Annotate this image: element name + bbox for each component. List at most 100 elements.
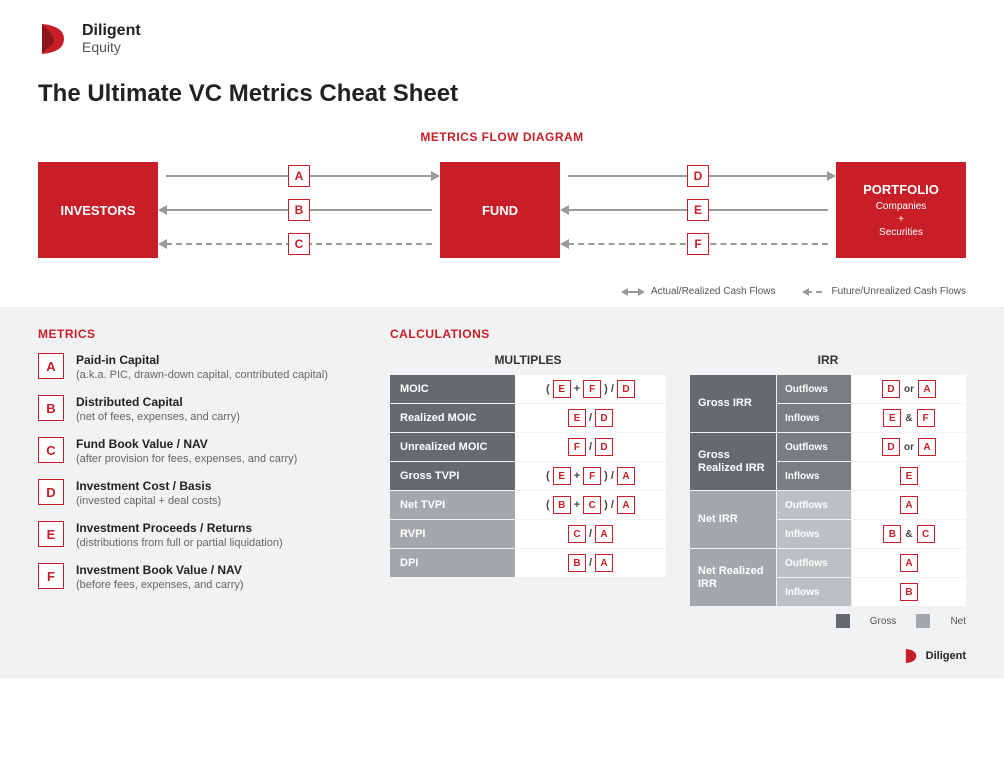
calc-legend: Gross Net	[690, 614, 966, 628]
formula-badge: B	[553, 496, 571, 514]
brand-name: Diligent	[82, 23, 141, 40]
multiples-formula: C/A	[515, 520, 666, 548]
legend-net: Net	[950, 616, 966, 627]
metric-sub: (net of fees, expenses, and carry)	[76, 411, 240, 423]
formula-badge: F	[568, 438, 586, 456]
irr-formula: E	[852, 462, 966, 490]
formula-badge: A	[918, 438, 936, 456]
multiples-label: Unrealized MOIC	[390, 433, 515, 461]
formula-badge: A	[595, 554, 613, 572]
calculations-heading: CALCULATIONS	[390, 327, 966, 341]
portfolio-title: PORTFOLIO	[863, 182, 939, 197]
multiples-title: MULTIPLES	[390, 353, 666, 367]
flow-arrow-badge: B	[288, 199, 310, 221]
multiples-row: Net TVPI(B+C) /A	[390, 491, 666, 519]
multiples-formula: E/D	[515, 404, 666, 432]
metric-title: Investment Book Value / NAV	[76, 563, 244, 577]
multiples-row: Unrealized MOICF/D	[390, 433, 666, 461]
footer-logo-icon	[904, 648, 920, 664]
irr-sub-label: Inflows	[777, 578, 851, 606]
irr-sub-label: Inflows	[777, 462, 851, 490]
irr-group-label: Gross IRR	[690, 375, 776, 432]
multiples-label: RVPI	[390, 520, 515, 548]
metric-badge: C	[38, 437, 64, 463]
irr-group-label: Net IRR	[690, 491, 776, 548]
multiples-formula: (B+C) /A	[515, 491, 666, 519]
formula-badge: F	[583, 380, 601, 398]
footer: Diligent	[0, 644, 1004, 678]
irr-sub-label: Outflows	[777, 549, 851, 577]
metric-sub: (invested capital + deal costs)	[76, 495, 221, 507]
metric-sub: (distributions from full or partial liqu…	[76, 537, 283, 549]
multiples-formula: F/D	[515, 433, 666, 461]
formula-badge: A	[617, 496, 635, 514]
metric-row: DInvestment Cost / Basis(invested capita…	[38, 479, 378, 507]
metrics-column: METRICS APaid-in Capital(a.k.a. PIC, dra…	[38, 327, 378, 628]
legend-dashed-arrow-icon	[802, 287, 826, 297]
multiples-label: Realized MOIC	[390, 404, 515, 432]
formula-badge: D	[882, 438, 900, 456]
formula-badge: F	[583, 467, 601, 485]
flow-box-investors: INVESTORS	[38, 162, 158, 258]
formula-badge: A	[595, 525, 613, 543]
formula-badge: C	[917, 525, 935, 543]
irr-formula: DorA	[852, 433, 966, 461]
page: Diligent Equity The Ultimate VC Metrics …	[0, 0, 1004, 678]
irr-formula: B	[852, 578, 966, 606]
footer-brand: Diligent	[926, 650, 966, 662]
formula-badge: A	[900, 554, 918, 572]
metric-title: Paid-in Capital	[76, 353, 328, 367]
metric-sub: (before fees, expenses, and carry)	[76, 579, 244, 591]
flow-arrow-badge: A	[288, 165, 310, 187]
multiples-label: Net TVPI	[390, 491, 515, 519]
multiples-table: MULTIPLES MOIC(E+F) /DRealized MOICE/DUn…	[390, 353, 666, 628]
portfolio-sub: Companies + Securities	[876, 200, 927, 239]
formula-badge: F	[917, 409, 935, 427]
multiples-row: RVPIC/A	[390, 520, 666, 548]
swatch-net-icon	[916, 614, 930, 628]
formula-badge: A	[900, 496, 918, 514]
metric-badge: F	[38, 563, 64, 589]
flow-legend: Actual/Realized Cash Flows Future/Unreal…	[38, 286, 966, 297]
flow-diagram: INVESTORS FUND PORTFOLIO Companies + Sec…	[38, 152, 966, 282]
diligent-logo-icon	[38, 22, 72, 56]
formula-badge: D	[617, 380, 635, 398]
metric-row: A Paid-in Capital (a.k.a. PIC, drawn-down …	[38, 353, 378, 381]
page-title: The Ultimate VC Metrics Cheat Sheet	[0, 66, 1004, 116]
calc-tables: MULTIPLES MOIC(E+F) /DRealized MOICE/DUn…	[390, 353, 966, 628]
metric-row: EInvestment Proceeds / Returns(distribut…	[38, 521, 378, 549]
irr-formula: B&C	[852, 520, 966, 548]
irr-group-label: Gross Realized IRR	[690, 433, 776, 490]
irr-title: IRR	[690, 353, 966, 367]
metric-row: F Investment Book Value / NAV (before fees…	[38, 563, 378, 591]
metric-badge: A	[38, 353, 64, 379]
multiples-row: Realized MOICE/D	[390, 404, 666, 432]
brand-text: Diligent Equity	[82, 23, 141, 54]
irr-sub-label: Outflows	[777, 433, 851, 461]
legend-actual: Actual/Realized Cash Flows	[621, 286, 776, 297]
metric-badge: B	[38, 395, 64, 421]
formula-badge: B	[900, 583, 918, 601]
metric-title: Investment Proceeds / Returns	[76, 521, 283, 535]
irr-sub-label: Inflows	[777, 520, 851, 548]
legend-future: Future/Unrealized Cash Flows	[802, 286, 967, 297]
formula-badge: A	[617, 467, 635, 485]
irr-formula: A	[852, 549, 966, 577]
irr-sub-label: Outflows	[777, 491, 851, 519]
metric-title: Distributed Capital	[76, 395, 240, 409]
formula-badge: D	[882, 380, 900, 398]
metric-badge: D	[38, 479, 64, 505]
metric-row: CFund Book Value / NAV(after provision f…	[38, 437, 378, 465]
multiples-label: Gross TVPI	[390, 462, 515, 490]
formula-badge: E	[883, 409, 901, 427]
lower-section: METRICS APaid-in Capital(a.k.a. PIC, dra…	[0, 307, 1004, 644]
irr-sub-label: Outflows	[777, 375, 851, 403]
legend-gross: Gross	[870, 616, 897, 627]
formula-badge: C	[583, 496, 601, 514]
formula-badge: C	[568, 525, 586, 543]
flow-arrow-badge: C	[288, 233, 310, 255]
irr-formula: E&F	[852, 404, 966, 432]
metric-title: Fund Book Value / NAV	[76, 437, 297, 451]
flow-heading: METRICS FLOW DIAGRAM	[0, 116, 1004, 152]
metric-sub: (a.k.a. PIC, drawn-down capital, contrib…	[76, 369, 328, 381]
